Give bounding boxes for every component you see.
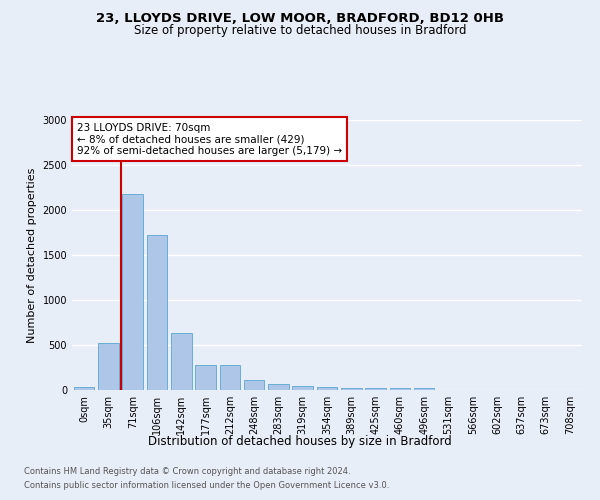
- Bar: [341, 388, 362, 390]
- Bar: [268, 384, 289, 390]
- Text: Size of property relative to detached houses in Bradford: Size of property relative to detached ho…: [134, 24, 466, 37]
- Bar: [171, 333, 191, 390]
- Bar: [74, 388, 94, 390]
- Bar: [220, 365, 240, 390]
- Bar: [365, 388, 386, 390]
- Bar: [317, 388, 337, 390]
- Bar: [195, 365, 216, 390]
- Text: Contains public sector information licensed under the Open Government Licence v3: Contains public sector information licen…: [24, 481, 389, 490]
- Bar: [292, 386, 313, 390]
- Bar: [122, 194, 143, 390]
- Text: Contains HM Land Registry data © Crown copyright and database right 2024.: Contains HM Land Registry data © Crown c…: [24, 468, 350, 476]
- Bar: [389, 388, 410, 390]
- Text: Distribution of detached houses by size in Bradford: Distribution of detached houses by size …: [148, 435, 452, 448]
- Text: 23 LLOYDS DRIVE: 70sqm
← 8% of detached houses are smaller (429)
92% of semi-det: 23 LLOYDS DRIVE: 70sqm ← 8% of detached …: [77, 122, 342, 156]
- Text: 23, LLOYDS DRIVE, LOW MOOR, BRADFORD, BD12 0HB: 23, LLOYDS DRIVE, LOW MOOR, BRADFORD, BD…: [96, 12, 504, 26]
- Bar: [146, 235, 167, 390]
- Bar: [98, 343, 119, 390]
- Bar: [244, 380, 265, 390]
- Y-axis label: Number of detached properties: Number of detached properties: [27, 168, 37, 342]
- Bar: [414, 388, 434, 390]
